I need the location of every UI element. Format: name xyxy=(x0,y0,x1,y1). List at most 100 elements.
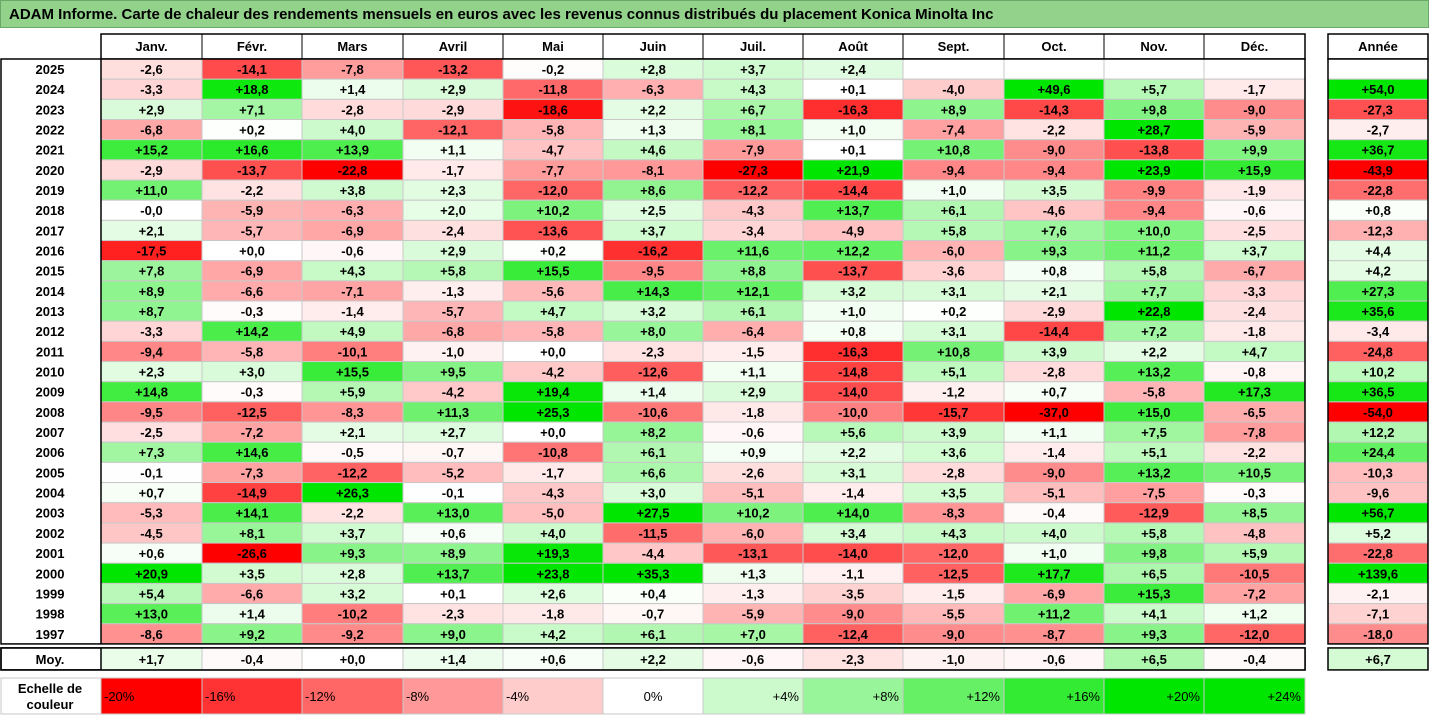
cell-value: -9,4 xyxy=(140,344,163,359)
cell-value: +1,0 xyxy=(941,183,967,198)
cell-value: +13,0 xyxy=(135,607,168,622)
cell-value: -5,5 xyxy=(942,607,964,622)
chart-title: ADAM Informe. Carte de chaleur des rende… xyxy=(0,0,1429,28)
year-total-value: +35,6 xyxy=(1362,304,1395,319)
cell-value: -9,0 xyxy=(1043,465,1065,480)
cell-value: -9,0 xyxy=(1043,143,1065,158)
cell-value: +11,2 xyxy=(1138,244,1170,259)
cell-value: +9,8 xyxy=(1141,546,1167,561)
cell-value: +6,1 xyxy=(941,203,967,218)
cell-value: +3,1 xyxy=(840,465,866,480)
cell-value: +13,0 xyxy=(437,506,470,521)
cell-value: -0,6 xyxy=(1243,203,1265,218)
average-value: -2,3 xyxy=(842,652,864,667)
cell-value: -3,3 xyxy=(1243,284,1265,299)
cell-value: -2,2 xyxy=(1043,123,1065,138)
cell-value: -14,0 xyxy=(838,385,868,400)
cell-value: -1,9 xyxy=(1243,183,1265,198)
year-label: 1999 xyxy=(36,586,65,601)
cell-value: -2,6 xyxy=(140,62,162,77)
cell-value: -12,1 xyxy=(438,123,468,138)
year-label: 2001 xyxy=(36,546,65,561)
year-label: 2019 xyxy=(36,183,65,198)
cell-value: +3,7 xyxy=(640,223,666,238)
year-label: 2005 xyxy=(36,465,65,480)
cell-value: -0,6 xyxy=(742,425,764,440)
year-label: 2008 xyxy=(36,405,65,420)
cell-value: -6,8 xyxy=(442,324,464,339)
cell-value: +35,3 xyxy=(637,566,670,581)
cell-value: +2,3 xyxy=(139,365,165,380)
cell-value: +3,7 xyxy=(740,62,766,77)
heatmap-cell xyxy=(1103,58,1205,80)
cell-value: +3,1 xyxy=(941,284,967,299)
average-value: +1,4 xyxy=(440,652,466,667)
average-year-value: +6,7 xyxy=(1365,652,1391,667)
cell-value: +22,8 xyxy=(1138,304,1171,319)
year-label: 2017 xyxy=(36,223,65,238)
cell-value: +3,0 xyxy=(640,486,666,501)
cell-value: -13,1 xyxy=(738,546,768,561)
cell-value: -7,5 xyxy=(1143,486,1165,501)
cell-value: -0,1 xyxy=(442,486,464,501)
cell-value: -5,9 xyxy=(241,203,263,218)
cell-value: -7,8 xyxy=(341,62,363,77)
average-value: +0,0 xyxy=(340,652,366,667)
cell-value: -1,7 xyxy=(1243,82,1265,97)
cell-value: +3,0 xyxy=(239,365,265,380)
average-year-cell xyxy=(1327,647,1429,671)
cell-value: -9,2 xyxy=(341,627,363,642)
cell-value: +49,6 xyxy=(1038,82,1071,97)
cell-value: -2,9 xyxy=(442,102,464,117)
cell-value: -6,0 xyxy=(742,526,764,541)
cell-value: -7,4 xyxy=(942,123,965,138)
cell-value: +5,1 xyxy=(1141,445,1167,460)
color-scale-step-label: -20% xyxy=(104,689,135,704)
cell-value: -18,6 xyxy=(538,102,568,117)
month-header: Avril xyxy=(439,39,467,54)
cell-value: +6,7 xyxy=(740,102,766,117)
color-scale-label: Echelle de xyxy=(18,681,82,696)
color-scale-step xyxy=(100,677,203,715)
month-header: Janv. xyxy=(135,39,167,54)
cell-value: +5,8 xyxy=(1141,264,1167,279)
cell-value: +20,9 xyxy=(135,566,168,581)
cell-value: -22,8 xyxy=(338,163,368,178)
year-label: 2018 xyxy=(36,203,65,218)
month-header: Déc. xyxy=(1241,39,1268,54)
cell-value: -6,6 xyxy=(241,284,263,299)
cell-value: +9,3 xyxy=(1141,627,1167,642)
cell-value: +15,0 xyxy=(1138,405,1171,420)
cell-value: +15,2 xyxy=(135,143,168,158)
cell-value: -2,8 xyxy=(341,102,363,117)
cell-value: -9,4 xyxy=(942,163,965,178)
year-total-value: -12,3 xyxy=(1363,223,1393,238)
year-total-value: +4,4 xyxy=(1365,244,1391,259)
cell-value: -1,1 xyxy=(842,566,864,581)
year-label: 2004 xyxy=(36,486,66,501)
cell-value: -2,2 xyxy=(341,506,363,521)
cell-value: -9,5 xyxy=(642,264,664,279)
cell-value: +9,9 xyxy=(1242,143,1268,158)
cell-value: +0,8 xyxy=(1041,264,1067,279)
cell-value: +3,1 xyxy=(941,324,967,339)
average-border xyxy=(0,647,1306,671)
cell-value: -1,7 xyxy=(542,465,564,480)
cell-value: -1,2 xyxy=(942,385,964,400)
cell-value: -5,1 xyxy=(742,486,764,501)
cell-value: -0,1 xyxy=(140,465,162,480)
cell-value: -12,2 xyxy=(738,183,768,198)
cell-value: -1,4 xyxy=(842,486,865,501)
color-scale-step-label: -4% xyxy=(506,689,530,704)
cell-value: +2,1 xyxy=(139,223,165,238)
year-total-value: -2,7 xyxy=(1367,123,1389,138)
cell-value: -1,3 xyxy=(442,284,464,299)
color-scale-step-label: +8% xyxy=(873,689,900,704)
cell-value: +3,6 xyxy=(941,445,967,460)
cell-value: +0,1 xyxy=(840,143,866,158)
color-scale-step-label: 0% xyxy=(644,689,663,704)
cell-value: +1,3 xyxy=(640,123,666,138)
cell-value: +0,2 xyxy=(540,244,566,259)
cell-value: -7,1 xyxy=(341,284,363,299)
cell-value: +12,2 xyxy=(837,244,870,259)
